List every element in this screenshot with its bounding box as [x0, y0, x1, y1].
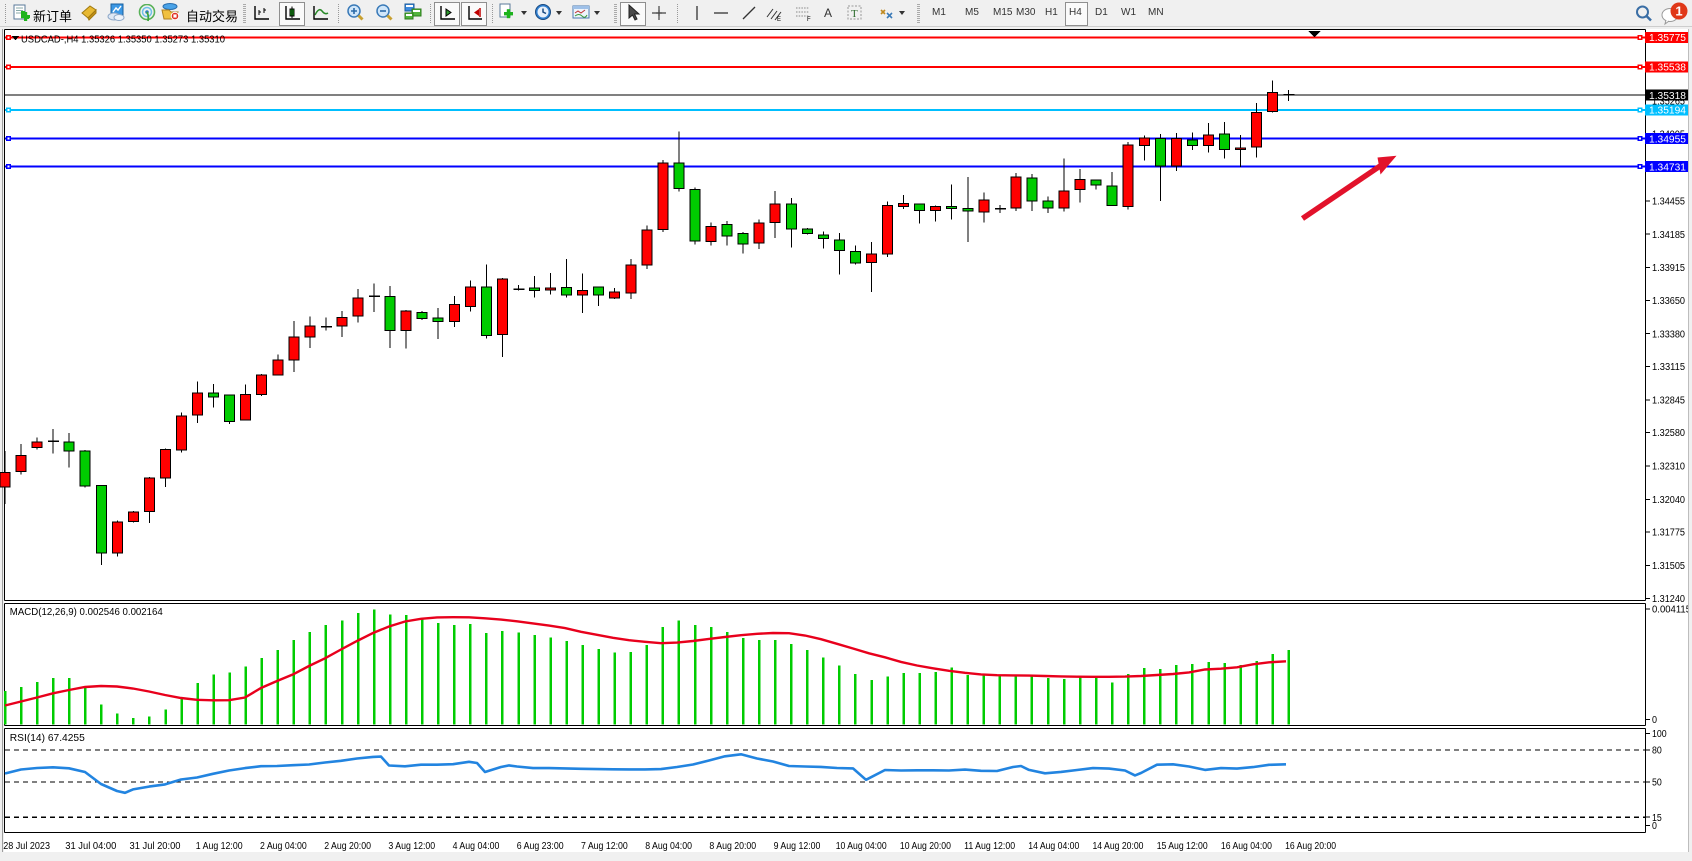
svg-text:8 Aug 04:00: 8 Aug 04:00: [645, 840, 692, 852]
svg-text:USDCAD-,H4 1.35326 1.35350 1.: USDCAD-,H4 1.35326 1.35350 1.35273 1.353…: [21, 35, 225, 46]
svg-text:1.33380: 1.33380: [1652, 329, 1685, 340]
svg-text:1.32310: 1.32310: [1652, 462, 1685, 473]
svg-text:1.31775: 1.31775: [1652, 528, 1685, 539]
svg-text:1.34731: 1.34731: [1649, 162, 1686, 173]
svg-text:T: T: [851, 8, 858, 20]
svg-text:16 Aug 20:00: 16 Aug 20:00: [1285, 840, 1336, 852]
svg-text:1.35775: 1.35775: [1649, 33, 1686, 44]
svg-text:1.32845: 1.32845: [1652, 396, 1685, 407]
svg-text:1: 1: [1675, 4, 1682, 19]
svg-text:2 Aug 20:00: 2 Aug 20:00: [324, 840, 371, 852]
svg-text:2 Aug 04:00: 2 Aug 04:00: [260, 840, 307, 852]
svg-text:6 Aug 23:00: 6 Aug 23:00: [517, 840, 564, 852]
svg-text:14 Aug 04:00: 14 Aug 04:00: [1028, 840, 1079, 852]
svg-text:100: 100: [1652, 729, 1667, 740]
svg-text:1.35265: 1.35265: [1652, 96, 1685, 107]
svg-text:31 Jul 04:00: 31 Jul 04:00: [65, 840, 116, 852]
svg-text:F: F: [807, 17, 811, 22]
svg-text:1.31240: 1.31240: [1652, 594, 1685, 605]
svg-text:1.34455: 1.34455: [1652, 196, 1685, 207]
svg-text:1.33650: 1.33650: [1652, 296, 1685, 307]
svg-text:1.33915: 1.33915: [1652, 263, 1685, 274]
svg-text:10 Aug 20:00: 10 Aug 20:00: [900, 840, 951, 852]
svg-text:28 Jul 2023: 28 Jul 2023: [3, 840, 50, 852]
svg-text:4 Aug 04:00: 4 Aug 04:00: [453, 840, 500, 852]
svg-text:15 Aug 12:00: 15 Aug 12:00: [1157, 840, 1208, 852]
svg-text:10 Aug 04:00: 10 Aug 04:00: [836, 840, 887, 852]
svg-text:15: 15: [1652, 813, 1662, 824]
svg-text:1.32040: 1.32040: [1652, 495, 1685, 506]
svg-text:0: 0: [1652, 715, 1657, 726]
svg-text:16 Aug 04:00: 16 Aug 04:00: [1221, 840, 1272, 852]
svg-text:1.34185: 1.34185: [1652, 230, 1685, 241]
svg-text:E: E: [777, 17, 781, 22]
svg-text:3 Aug 12:00: 3 Aug 12:00: [388, 840, 435, 852]
svg-text:0: 0: [1652, 821, 1657, 832]
svg-text:1.31505: 1.31505: [1652, 561, 1685, 572]
svg-text:1.35538: 1.35538: [1649, 62, 1686, 73]
svg-text:MACD(12,26,9) 0.002546 0.00216: MACD(12,26,9) 0.002546 0.002164: [10, 606, 163, 618]
svg-text:1.32580: 1.32580: [1652, 428, 1685, 439]
svg-text:1.34955: 1.34955: [1649, 134, 1686, 145]
svg-text:9 Aug 12:00: 9 Aug 12:00: [774, 840, 821, 852]
svg-text:1.35318: 1.35318: [1649, 91, 1686, 102]
svg-text:RSI(14) 67.4255: RSI(14) 67.4255: [10, 732, 85, 744]
svg-text:50: 50: [1652, 778, 1662, 789]
svg-text:11 Aug 12:00: 11 Aug 12:00: [964, 840, 1015, 852]
svg-text:1.35194: 1.35194: [1649, 106, 1686, 117]
svg-text:1 Aug 12:00: 1 Aug 12:00: [196, 840, 243, 852]
svg-text:1.33115: 1.33115: [1652, 362, 1685, 373]
svg-text:14 Aug 20:00: 14 Aug 20:00: [1093, 840, 1144, 852]
svg-text:8 Aug 20:00: 8 Aug 20:00: [709, 840, 756, 852]
svg-text:80: 80: [1652, 746, 1662, 757]
svg-text:0.004115: 0.004115: [1652, 605, 1691, 616]
svg-text:31 Jul 20:00: 31 Jul 20:00: [130, 840, 181, 852]
svg-text:7 Aug 12:00: 7 Aug 12:00: [581, 840, 628, 852]
